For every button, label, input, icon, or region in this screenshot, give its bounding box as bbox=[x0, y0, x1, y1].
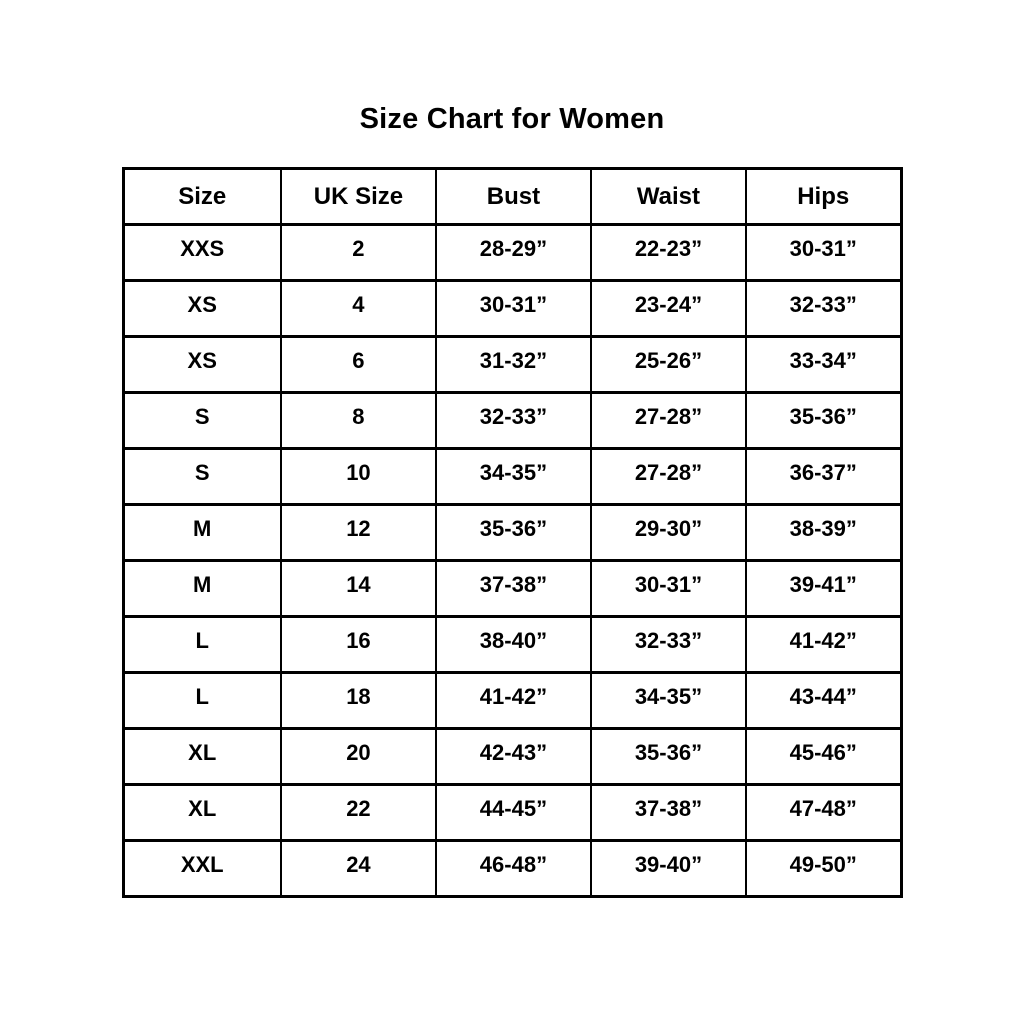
hips-cell: 38-39” bbox=[744, 503, 903, 562]
table-row: XS 4 30-31” 23-24” 32-33” bbox=[122, 279, 903, 338]
uk-size-cell: 24 bbox=[279, 839, 437, 898]
hips-cell: 41-42” bbox=[744, 615, 903, 674]
waist-cell: 39-40” bbox=[589, 839, 747, 898]
waist-cell: 34-35” bbox=[589, 671, 747, 730]
size-cell: XXL bbox=[122, 839, 282, 898]
uk-size-cell: 8 bbox=[279, 391, 437, 450]
bust-cell: 31-32” bbox=[434, 335, 592, 394]
bust-cell: 34-35” bbox=[434, 447, 592, 506]
waist-cell: 32-33” bbox=[589, 615, 747, 674]
size-table-body: XXS 2 28-29” 22-23” 30-31” XS 4 30-31” 23-24” 32-… bbox=[122, 223, 903, 898]
size-cell: S bbox=[122, 391, 282, 450]
column-header-hips: Hips bbox=[744, 167, 903, 226]
table-row: XXL 24 46-48” 39-40” 49-50” bbox=[122, 839, 903, 898]
hips-cell: 36-37” bbox=[744, 447, 903, 506]
waist-cell: 23-24” bbox=[589, 279, 747, 338]
uk-size-cell: 10 bbox=[279, 447, 437, 506]
hips-cell: 45-46” bbox=[744, 727, 903, 786]
column-header-size: Size bbox=[122, 167, 282, 226]
hips-cell: 32-33” bbox=[744, 279, 903, 338]
uk-size-cell: 6 bbox=[279, 335, 437, 394]
table-header-row: Size UK Size Bust Waist Hips bbox=[122, 167, 903, 226]
size-cell: S bbox=[122, 447, 282, 506]
table-row: XXS 2 28-29” 22-23” 30-31” bbox=[122, 223, 903, 282]
table-row: S 8 32-33” 27-28” 35-36” bbox=[122, 391, 903, 450]
table-row: XL 20 42-43” 35-36” 45-46” bbox=[122, 727, 903, 786]
uk-size-cell: 12 bbox=[279, 503, 437, 562]
bust-cell: 46-48” bbox=[434, 839, 592, 898]
bust-cell: 41-42” bbox=[434, 671, 592, 730]
table-row: M 12 35-36” 29-30” 38-39” bbox=[122, 503, 903, 562]
waist-cell: 37-38” bbox=[589, 783, 747, 842]
uk-size-cell: 22 bbox=[279, 783, 437, 842]
bust-cell: 38-40” bbox=[434, 615, 592, 674]
hips-cell: 30-31” bbox=[744, 223, 903, 282]
bust-cell: 30-31” bbox=[434, 279, 592, 338]
bust-cell: 37-38” bbox=[434, 559, 592, 618]
hips-cell: 49-50” bbox=[744, 839, 903, 898]
size-cell: M bbox=[122, 559, 282, 618]
bust-cell: 42-43” bbox=[434, 727, 592, 786]
size-cell: L bbox=[122, 671, 282, 730]
uk-size-cell: 18 bbox=[279, 671, 437, 730]
size-cell: XL bbox=[122, 727, 282, 786]
size-cell: XS bbox=[122, 279, 282, 338]
table-row: L 18 41-42” 34-35” 43-44” bbox=[122, 671, 903, 730]
table-row: XS 6 31-32” 25-26” 33-34” bbox=[122, 335, 903, 394]
column-header-waist: Waist bbox=[589, 167, 747, 226]
size-cell: M bbox=[122, 503, 282, 562]
uk-size-cell: 20 bbox=[279, 727, 437, 786]
waist-cell: 27-28” bbox=[589, 391, 747, 450]
bust-cell: 32-33” bbox=[434, 391, 592, 450]
size-cell: L bbox=[122, 615, 282, 674]
waist-cell: 22-23” bbox=[589, 223, 747, 282]
column-header-uk-size: UK Size bbox=[279, 167, 437, 226]
table-row: M 14 37-38” 30-31” 39-41” bbox=[122, 559, 903, 618]
size-cell: XS bbox=[122, 335, 282, 394]
uk-size-cell: 2 bbox=[279, 223, 437, 282]
bust-cell: 35-36” bbox=[434, 503, 592, 562]
hips-cell: 33-34” bbox=[744, 335, 903, 394]
table-row: S 10 34-35” 27-28” 36-37” bbox=[122, 447, 903, 506]
table-row: XL 22 44-45” 37-38” 47-48” bbox=[122, 783, 903, 842]
table-row: L 16 38-40” 32-33” 41-42” bbox=[122, 615, 903, 674]
uk-size-cell: 14 bbox=[279, 559, 437, 618]
size-cell: XXS bbox=[122, 223, 282, 282]
hips-cell: 35-36” bbox=[744, 391, 903, 450]
hips-cell: 39-41” bbox=[744, 559, 903, 618]
hips-cell: 43-44” bbox=[744, 671, 903, 730]
waist-cell: 25-26” bbox=[589, 335, 747, 394]
waist-cell: 30-31” bbox=[589, 559, 747, 618]
uk-size-cell: 4 bbox=[279, 279, 437, 338]
waist-cell: 27-28” bbox=[589, 447, 747, 506]
size-chart-table: Size UK Size Bust Waist Hips XXS 2 28-29” 22-23… bbox=[121, 167, 903, 898]
page-title: Size Chart for Women bbox=[359, 103, 665, 135]
hips-cell: 47-48” bbox=[744, 783, 903, 842]
waist-cell: 29-30” bbox=[589, 503, 747, 562]
bust-cell: 28-29” bbox=[434, 223, 592, 282]
waist-cell: 35-36” bbox=[589, 727, 747, 786]
uk-size-cell: 16 bbox=[279, 615, 437, 674]
bust-cell: 44-45” bbox=[434, 783, 592, 842]
size-cell: XL bbox=[122, 783, 282, 842]
column-header-bust: Bust bbox=[434, 167, 592, 226]
